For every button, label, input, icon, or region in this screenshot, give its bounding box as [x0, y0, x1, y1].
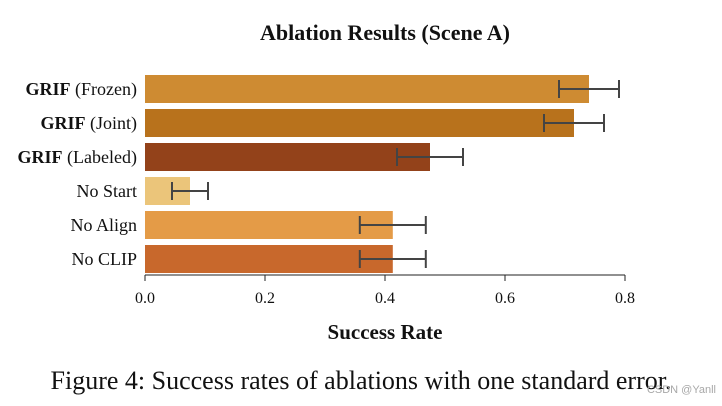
- x-axis-label: Success Rate: [328, 320, 443, 344]
- error-bar: [358, 216, 427, 234]
- x-tick-label: 0.4: [375, 290, 395, 307]
- bar: [145, 75, 589, 103]
- figure-caption: Figure 4: Success rates of ablations wit…: [50, 366, 672, 395]
- bar: [145, 211, 393, 239]
- category-label: GRIF (Joint): [41, 113, 138, 134]
- error-bar: [358, 250, 427, 268]
- error-bar: [558, 80, 620, 98]
- error-bar: [543, 114, 605, 132]
- x-tick-label: 0.0: [135, 290, 155, 307]
- x-tick-label: 0.6: [495, 290, 515, 307]
- watermark: CSDN @Yanll: [646, 384, 716, 396]
- x-tick-label: 0.8: [615, 290, 635, 307]
- category-label: GRIF (Frozen): [26, 79, 137, 100]
- bar: [145, 109, 574, 137]
- error-bar: [396, 148, 464, 166]
- ablation-chart: Ablation Results (Scene A) GRIF (Frozen)…: [18, 20, 635, 344]
- category-label: No Start: [77, 181, 138, 201]
- category-label: No Align: [70, 215, 137, 235]
- x-tick-label: 0.2: [255, 290, 275, 307]
- category-label: No CLIP: [71, 249, 137, 269]
- bar: [145, 245, 393, 273]
- chart-title: Ablation Results (Scene A): [260, 20, 510, 45]
- bar: [145, 143, 430, 171]
- category-label: GRIF (Labeled): [18, 147, 137, 168]
- error-bar: [171, 182, 209, 200]
